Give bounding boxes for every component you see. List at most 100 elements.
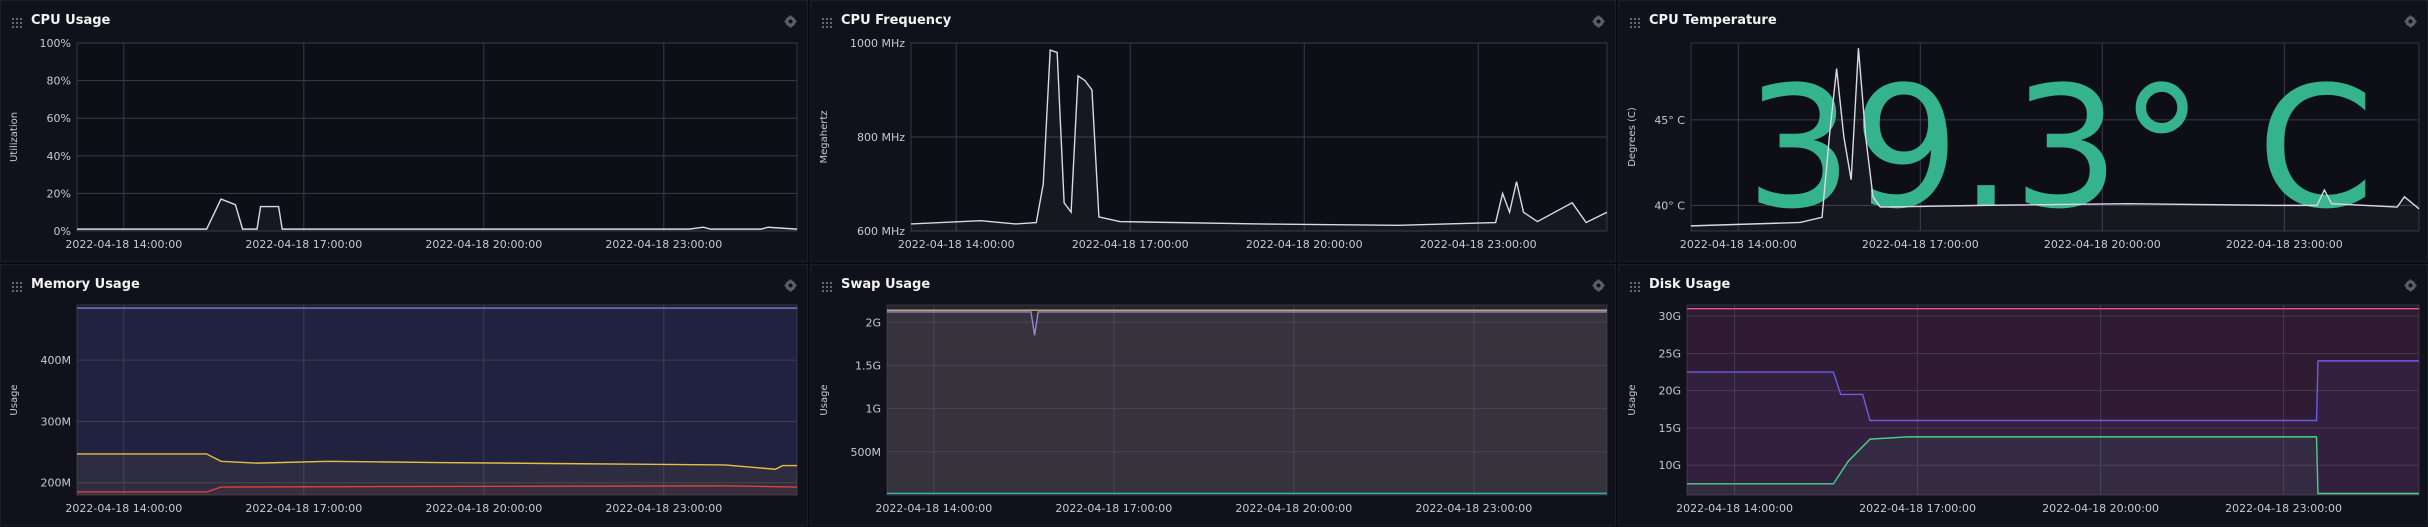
x-tick-label: 2022-04-18 17:00:00 [1055,502,1172,515]
y-tick-label: 100% [40,37,71,50]
x-tick-label: 2022-04-18 23:00:00 [1420,238,1537,251]
panel-title: Disk Usage [1649,277,1731,292]
chart-svg: 500M 1G 1.5G 2G 2022-04-18 14:00:00 2022-04-1… [819,304,1608,515]
chart-svg: 40° C 45° C 2022-04-18 14:00:00 2022-04-18 … [1627,42,2420,251]
series-line [1690,48,2420,227]
y-axis-label: Usage [819,384,830,415]
chart-svg: 600 MHz 800 MHz 1000 MHz 2022-04-18 14:00:0… [819,37,1608,251]
gear-icon[interactable] [2404,13,2417,28]
panel-cpu-usage: CPU Usage 0% 20% 40% 60% 80% 100% 2022-04-18 14… [0,0,808,262]
series-area [887,310,1607,495]
x-tick-label: 2022-04-18 20:00:00 [1235,502,1352,515]
y-tick-label: 800 MHz [857,131,905,144]
series-line [77,453,797,470]
y-tick-label: 40° C [1654,199,1685,212]
panel-swap-usage: Swap Usage 500M 1G 1.5G 2G 2022-04-18 14:00:0… [810,264,1616,526]
x-tick-label: 2022-04-18 20:00:00 [1246,238,1363,251]
y-tick-label: 20% [47,187,71,200]
series-line [77,198,798,230]
chart-svg: 10G 15G 20G 25G 30G 2022-04-18 14:00:00 2022-0… [1627,304,2420,515]
y-tick-label: 80% [47,75,71,88]
drag-handle-icon[interactable] [821,278,833,293]
gear-icon[interactable] [1592,13,1605,28]
plot-area [1690,42,2420,232]
y-tick-label: 30G [1658,310,1681,323]
series-line [77,485,798,493]
gear-icon[interactable] [784,13,797,28]
y-axis-label: Degrees (C) [1627,107,1638,167]
x-tick-label: 2022-04-18 17:00:00 [1862,238,1979,251]
series-area [911,50,1607,231]
series-area [1687,436,2419,495]
y-tick-label: 500M [851,446,882,459]
y-tick-label: 600 MHz [857,225,905,238]
gear-icon[interactable] [1592,277,1605,292]
y-tick-label: 45° C [1654,114,1685,127]
y-tick-label: 2G [865,316,881,329]
chart-svg: 200M 300M 400M 2022-04-18 14:00:00 2022-04-1… [9,304,798,515]
y-tick-label: 25G [1658,347,1681,360]
y-tick-label: 0% [54,225,71,238]
drag-handle-icon[interactable] [11,278,23,293]
temperature-stat-value: 39.3° C [1746,50,2375,246]
series-area [77,199,797,231]
panel-title: CPU Temperature [1649,13,1777,28]
x-tick-label: 2022-04-18 20:00:00 [425,502,542,515]
panel-disk-usage: Disk Usage 10G 15G 20G 25G 30G 2022-04-18 14:0… [1618,264,2428,526]
panel-title: CPU Usage [31,13,111,28]
series-area [887,311,1607,495]
y-tick-label: 400M [41,354,72,367]
y-tick-label: 60% [47,112,71,125]
x-tick-label: 2022-04-18 14:00:00 [898,238,1015,251]
gear-icon[interactable] [2404,277,2417,292]
x-tick-label: 2022-04-18 23:00:00 [605,238,722,251]
y-axis-label: Megahertz [819,110,830,163]
panel-title: Swap Usage [841,277,931,292]
drag-handle-icon[interactable] [821,14,833,29]
x-tick-label: 2022-04-18 20:00:00 [2044,238,2161,251]
y-tick-label: 1.5G [855,359,881,372]
series-area [77,308,797,495]
x-tick-label: 2022-04-18 23:00:00 [2226,238,2343,251]
x-tick-label: 2022-04-18 17:00:00 [1859,502,1976,515]
y-axis-label: Usage [9,384,20,415]
y-tick-label: 15G [1658,422,1681,435]
series-line [887,311,1607,336]
y-tick-label: 10G [1658,459,1681,472]
y-tick-label: 200M [41,477,72,490]
plot-area [76,42,798,232]
drag-handle-icon[interactable] [11,14,23,29]
chart-svg: 0% 20% 40% 60% 80% 100% 2022-04-18 14:00:00 202… [9,37,798,251]
x-tick-label: 2022-04-18 23:00:00 [2225,502,2342,515]
series-line [910,49,1608,227]
x-tick-label: 2022-04-18 23:00:00 [1415,502,1532,515]
x-tick-label: 2022-04-18 14:00:00 [1676,502,1793,515]
plot-area [76,304,798,496]
x-tick-label: 2022-04-18 20:00:00 [2042,502,2159,515]
y-tick-label: 20G [1658,385,1681,398]
gear-icon[interactable] [784,277,797,292]
y-tick-label: 1G [865,403,881,416]
x-tick-label: 2022-04-18 14:00:00 [65,238,182,251]
panel-cpu-frequency: CPU Frequency 600 MHz 800 MHz 1000 MHz 2022-… [810,0,1616,262]
x-tick-label: 2022-04-18 23:00:00 [605,502,722,515]
x-tick-label: 2022-04-18 17:00:00 [245,238,362,251]
y-axis-label: Utilization [9,112,20,162]
drag-handle-icon[interactable] [1629,278,1641,293]
x-tick-label: 2022-04-18 14:00:00 [875,502,992,515]
series-line [1687,360,2419,422]
panel-title: Memory Usage [31,277,140,292]
x-tick-label: 2022-04-18 17:00:00 [1072,238,1189,251]
series-area [1687,360,2419,495]
series-area [77,485,797,495]
y-tick-label: 40% [47,150,71,163]
drag-handle-icon[interactable] [1629,14,1641,29]
panel-memory-usage: Memory Usage 200M 300M 400M 2022-04-18 14:00… [0,264,808,526]
panel-title: CPU Frequency [841,13,952,28]
y-tick-label: 300M [41,415,72,428]
y-tick-label: 1000 MHz [850,37,905,50]
x-tick-label: 2022-04-18 17:00:00 [245,502,362,515]
x-tick-label: 2022-04-18 14:00:00 [65,502,182,515]
plot-area [1686,304,2420,496]
